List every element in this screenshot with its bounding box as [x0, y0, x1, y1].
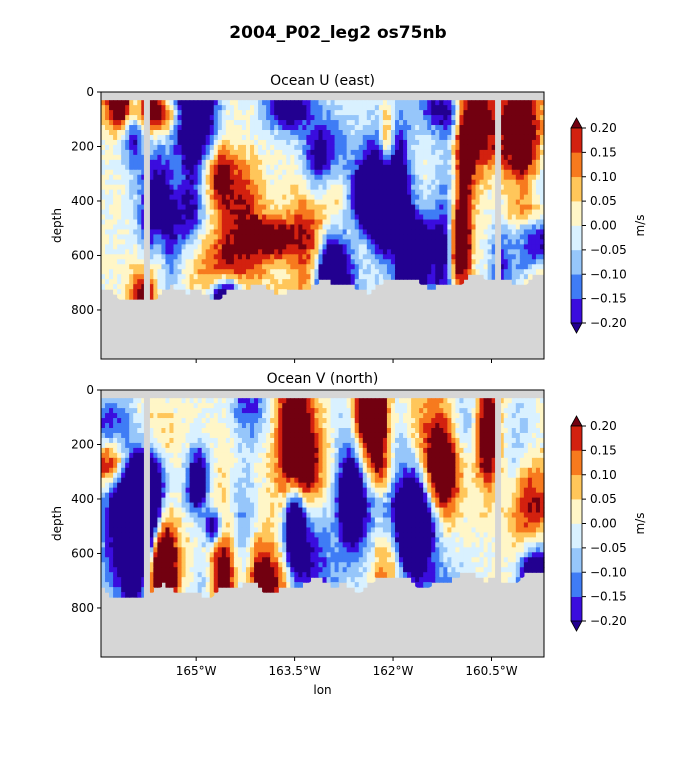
colorbar-label: m/s: [633, 215, 647, 237]
colorbar-segment: [571, 474, 582, 500]
x-tick-label: 165°W: [176, 664, 217, 678]
colorbar-tick-label: −0.05: [590, 243, 627, 257]
colorbar-tick-label: −0.20: [590, 614, 627, 628]
colorbar-tick-label: −0.15: [590, 590, 627, 604]
colorbar-tick-label: 0.10: [590, 468, 617, 482]
colorbar-tick-label: 0.05: [590, 492, 617, 506]
x-tick-label: 163.5°W: [268, 664, 320, 678]
panel-2: Ocean V (north) 0 200 400 600 800 165°W 163.5°W…: [50, 371, 647, 697]
data-gap-2: [495, 390, 502, 657]
colorbar-segment: [571, 128, 582, 153]
panel-title: Ocean U (east): [270, 73, 375, 89]
seafloor-mask: [101, 275, 544, 359]
colorbar-segment: [571, 523, 582, 549]
colorbar-label: m/s: [633, 513, 647, 535]
y-tick-label: 600: [71, 248, 94, 262]
y-tick-label: 0: [86, 85, 94, 99]
colorbar-tick-label: −0.05: [590, 541, 627, 555]
x-tick-label: 160.5°W: [465, 664, 517, 678]
colorbar-tick-label: −0.10: [590, 267, 627, 281]
colorbar-tick-label: 0.05: [590, 194, 617, 208]
colorbar-segment: [571, 596, 582, 622]
colorbar-segment: [571, 274, 582, 299]
y-tick-label: 0: [86, 383, 94, 397]
colorbar-segment: [571, 201, 582, 226]
colorbar-segment: [571, 249, 582, 275]
colorbar-over-arrow: [570, 117, 583, 129]
colorbar-tick-label: 0.00: [590, 219, 617, 233]
colorbar-tick-label: −0.10: [590, 565, 627, 579]
colorbar: −0.20 −0.15 −0.10 −0.05 0.00 0.05 0.10 0.15 0.20…: [570, 415, 647, 632]
colorbar-segment: [571, 572, 582, 597]
panel-1: Ocean U (east)0200400600800depth−0.20−0.…: [50, 73, 647, 363]
colorbar-tick-label: 0.20: [590, 121, 617, 135]
colorbar-segment: [571, 426, 582, 451]
y-tick-label: 400: [71, 492, 94, 506]
colorbar-segment: [571, 499, 582, 524]
colorbar-over-arrow: [570, 415, 583, 427]
colorbar-under-arrow: [570, 322, 583, 334]
colorbar-segment: [571, 152, 582, 178]
axes-frame: [100, 389, 545, 658]
data-gap-1: [143, 92, 150, 359]
colorbar: −0.20 −0.15 −0.10 −0.05 0.00 0.05 0.10 0.15 0.20…: [570, 117, 647, 334]
x-tick-label: 162°W: [373, 664, 414, 678]
panels: Ocean U (east)0200400600800depth−0.20−0.…: [50, 73, 647, 697]
colorbar-segment: [571, 298, 582, 324]
colorbar-segment: [571, 176, 582, 202]
colorbar-segment: [571, 225, 582, 251]
y-axis-label: depth: [50, 506, 64, 541]
velocity-field: [101, 100, 545, 300]
y-tick-label: 200: [71, 437, 94, 451]
colorbar-tick-label: 0.20: [590, 419, 617, 433]
data-gap-1: [143, 390, 150, 657]
colorbar-tick-label: 0.15: [590, 443, 617, 457]
velocity-field: [101, 398, 545, 598]
y-tick-label: 200: [71, 139, 94, 153]
y-tick-label: 800: [71, 303, 94, 317]
y-tick-label: 400: [71, 194, 94, 208]
x-axis-label: lon: [313, 683, 331, 697]
colorbar-tick-label: −0.20: [590, 316, 627, 330]
figure-title: 2004_P02_leg2 os75nb: [229, 23, 446, 43]
colorbar-segment: [571, 547, 582, 573]
colorbar-tick-label: −0.15: [590, 292, 627, 306]
axes-frame: [100, 91, 545, 360]
colorbar-tick-label: 0.15: [590, 145, 617, 159]
colorbar-under-arrow: [570, 620, 583, 632]
y-tick-label: 600: [71, 546, 94, 560]
colorbar-tick-label: 0.10: [590, 170, 617, 184]
seafloor-mask: [101, 573, 544, 657]
colorbar-segment: [571, 450, 582, 476]
panel-title: Ocean V (north): [267, 371, 379, 387]
y-tick-label: 800: [71, 601, 94, 615]
y-axis-label: depth: [50, 208, 64, 243]
colorbar-tick-label: 0.00: [590, 517, 617, 531]
data-gap-2: [495, 92, 502, 359]
